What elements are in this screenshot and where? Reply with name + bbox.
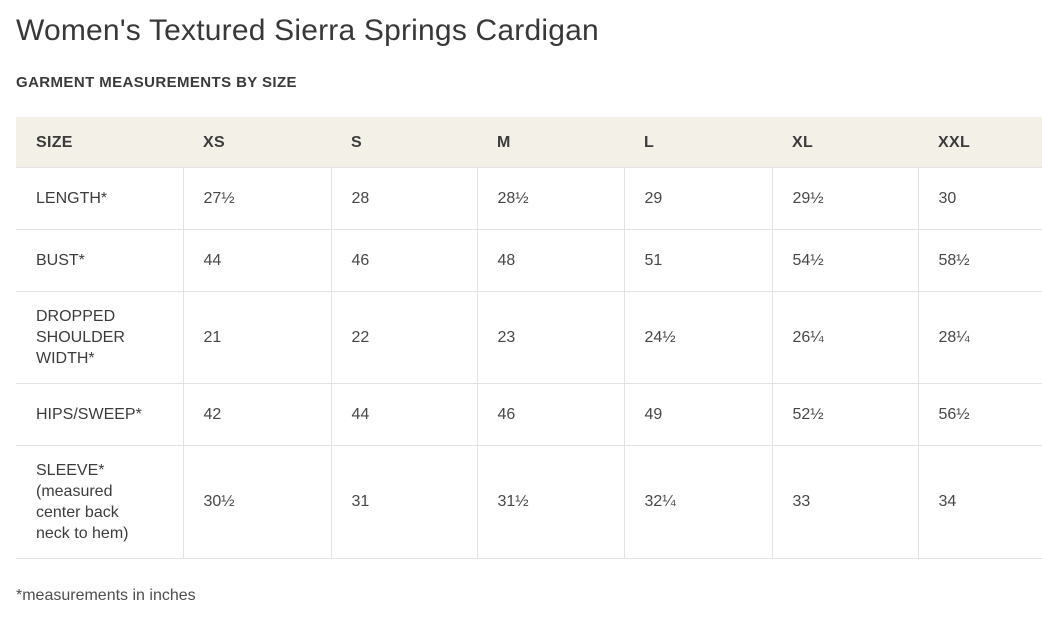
- header-cell-size: SIZE: [16, 116, 183, 167]
- row-label-length: LENGTH*: [16, 166, 183, 229]
- footnote: *measurements in inches: [16, 586, 196, 604]
- header-cell-m: M: [477, 116, 624, 167]
- measurement-cell: 48: [476, 228, 624, 291]
- measurement-cell: 30: [917, 166, 1042, 229]
- measurement-cell: 28½: [476, 166, 624, 229]
- measurement-cell: 56½: [917, 382, 1042, 445]
- table-row-bust: BUST* 44 46 48 51 54½ 58½: [16, 228, 1042, 291]
- row-label-sleeve: SLEEVE* (measured center back neck to he…: [16, 444, 183, 559]
- measurement-cell: 28¼: [917, 290, 1042, 383]
- measurement-cell: 22: [330, 290, 477, 383]
- measurement-cell: 44: [182, 228, 331, 291]
- row-label-dropped-shoulder-width: DROPPED SHOULDER WIDTH*: [16, 290, 183, 383]
- table-row-hips-sweep: HIPS/SWEEP* 42 44 46 49 52½ 56½: [16, 382, 1042, 445]
- row-label-bust: BUST*: [16, 228, 183, 291]
- table-row-dropped-shoulder-width: DROPPED SHOULDER WIDTH* 21 22 23 24½ 26¼…: [16, 290, 1042, 383]
- measurement-cell: 51: [623, 228, 772, 291]
- measurement-cell: 58½: [917, 228, 1042, 291]
- measurement-cell: 21: [182, 290, 331, 383]
- measurement-cell: 27½: [182, 166, 331, 229]
- measurement-cell: 28: [330, 166, 477, 229]
- measurement-cell: 33: [771, 444, 918, 559]
- table-header-row: SIZE XS S M L XL XXL: [16, 116, 1042, 167]
- measurement-cell: 30½: [182, 444, 331, 559]
- measurement-cell: 23: [476, 290, 624, 383]
- measurement-cell: 32¼: [623, 444, 772, 559]
- measurement-cell: 29: [623, 166, 772, 229]
- size-chart-page: Women's Textured Sierra Springs Cardigan…: [16, 14, 1042, 604]
- measurement-cell: 49: [623, 382, 772, 445]
- measurement-cell: 34: [917, 444, 1042, 559]
- measurement-cell: 46: [476, 382, 624, 445]
- table-row-sleeve: SLEEVE* (measured center back neck to he…: [16, 444, 1042, 559]
- page-title: Women's Textured Sierra Springs Cardigan: [16, 14, 599, 47]
- header-cell-l: L: [624, 116, 772, 167]
- measurement-cell: 44: [330, 382, 477, 445]
- measurement-cell: 29½: [771, 166, 918, 229]
- size-table: SIZE XS S M L XL XXL LENGTH* 27½ 28 28½ …: [16, 116, 1042, 559]
- table-row-length: LENGTH* 27½ 28 28½ 29 29½ 30: [16, 166, 1042, 229]
- measurement-cell: 46: [330, 228, 477, 291]
- header-cell-xs: XS: [183, 116, 331, 167]
- measurement-cell: 31½: [476, 444, 624, 559]
- section-heading: GARMENT MEASUREMENTS BY SIZE: [16, 73, 297, 91]
- measurement-cell: 26¼: [771, 290, 918, 383]
- measurement-cell: 54½: [771, 228, 918, 291]
- measurement-cell: 42: [182, 382, 331, 445]
- header-cell-xxl: XXL: [918, 116, 1042, 167]
- measurement-cell: 31: [330, 444, 477, 559]
- row-label-hips-sweep: HIPS/SWEEP*: [16, 382, 183, 445]
- header-cell-s: S: [331, 116, 477, 167]
- measurement-cell: 24½: [623, 290, 772, 383]
- measurement-cell: 52½: [771, 382, 918, 445]
- header-cell-xl: XL: [772, 116, 918, 167]
